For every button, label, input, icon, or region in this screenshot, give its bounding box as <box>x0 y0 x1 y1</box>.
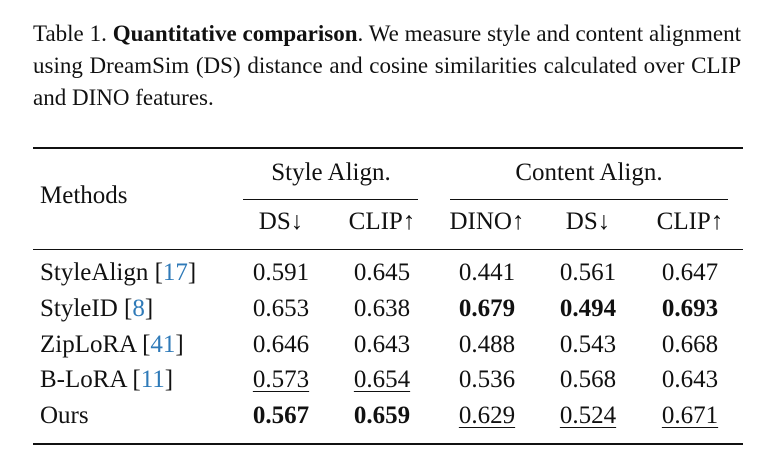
group-header: Content Align. <box>515 159 663 186</box>
citation: 17 <box>162 259 188 286</box>
column-header: DS↓ <box>565 208 611 235</box>
cell-value: 0.561 <box>559 259 617 286</box>
column-header: CLIP↑ <box>348 208 416 235</box>
caption-text: . We measure style and content alignment… <box>33 21 741 110</box>
caption-bold: Quantitative comparison <box>112 21 358 46</box>
method-name: Ours <box>40 402 89 430</box>
method-name: StyleAlign <box>40 259 149 286</box>
cell-value: 0.543 <box>559 330 617 358</box>
top-rule <box>33 147 743 149</box>
column-header: DS↓ <box>258 208 304 235</box>
cell-value: 0.488 <box>458 330 516 358</box>
cell-value: 0.645 <box>353 259 411 286</box>
citation: 11 <box>140 366 165 394</box>
cell-value: 0.668 <box>661 330 719 358</box>
method: StyleAlign [17] <box>40 259 196 287</box>
method: StyleID [8] <box>40 295 153 323</box>
cell-value: 0.679 <box>458 294 516 322</box>
cell-value: 0.568 <box>559 366 617 394</box>
citation: 8 <box>132 294 145 322</box>
group-header: Style Align. <box>271 159 391 186</box>
bracket: [ <box>142 330 151 358</box>
method: B-LoRA [11] <box>40 366 173 394</box>
cell-value: 0.524 <box>559 402 617 430</box>
bracket: ] <box>164 366 174 394</box>
method: Ours <box>40 402 89 430</box>
method-name: StyleID <box>40 294 118 322</box>
cell-value: 0.654 <box>353 366 411 394</box>
cell-value: 0.693 <box>661 294 719 322</box>
caption: Table 1. Quantitative comparison. We mea… <box>33 18 741 114</box>
cell-value: 0.671 <box>661 402 719 430</box>
bracket: ] <box>144 294 154 322</box>
cell-value: 0.653 <box>252 294 310 322</box>
cell-value: 0.643 <box>353 330 411 358</box>
bottom-rule <box>33 443 743 445</box>
group-rule <box>243 199 418 200</box>
cell-value: 0.638 <box>353 294 411 322</box>
bracket: [ <box>154 259 163 286</box>
method: ZipLoRA [41] <box>40 331 184 359</box>
caption-label: Table 1. <box>33 21 107 46</box>
cell-value: 0.573 <box>252 366 310 394</box>
bracket: ] <box>187 259 197 286</box>
cell-value: 0.591 <box>252 259 310 286</box>
cell-value: 0.567 <box>252 402 310 430</box>
method-name: ZipLoRA <box>40 330 136 358</box>
bracket: [ <box>124 294 133 322</box>
bracket: ] <box>175 330 184 358</box>
cell-value: 0.441 <box>458 259 516 286</box>
column-header: DINO↑ <box>449 208 525 235</box>
cell-value: 0.536 <box>458 366 516 394</box>
bracket: [ <box>132 366 141 394</box>
corner: Methods <box>40 182 128 209</box>
mid-rule <box>33 249 743 250</box>
cell-value: 0.646 <box>252 330 310 358</box>
group-rule <box>450 199 728 200</box>
cell-value: 0.659 <box>353 402 411 430</box>
cell-value: 0.629 <box>458 402 516 430</box>
cell-value: 0.494 <box>559 294 617 322</box>
cell-value: 0.647 <box>661 259 719 286</box>
column-header: CLIP↑ <box>656 208 724 235</box>
method-name: B-LoRA <box>40 366 127 394</box>
citation: 41 <box>150 330 176 358</box>
cell-value: 0.643 <box>661 366 719 394</box>
